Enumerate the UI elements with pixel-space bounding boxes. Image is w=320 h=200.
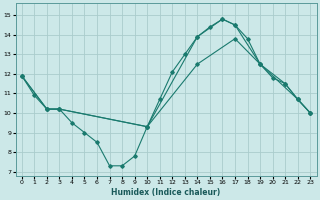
X-axis label: Humidex (Indice chaleur): Humidex (Indice chaleur): [111, 188, 221, 197]
